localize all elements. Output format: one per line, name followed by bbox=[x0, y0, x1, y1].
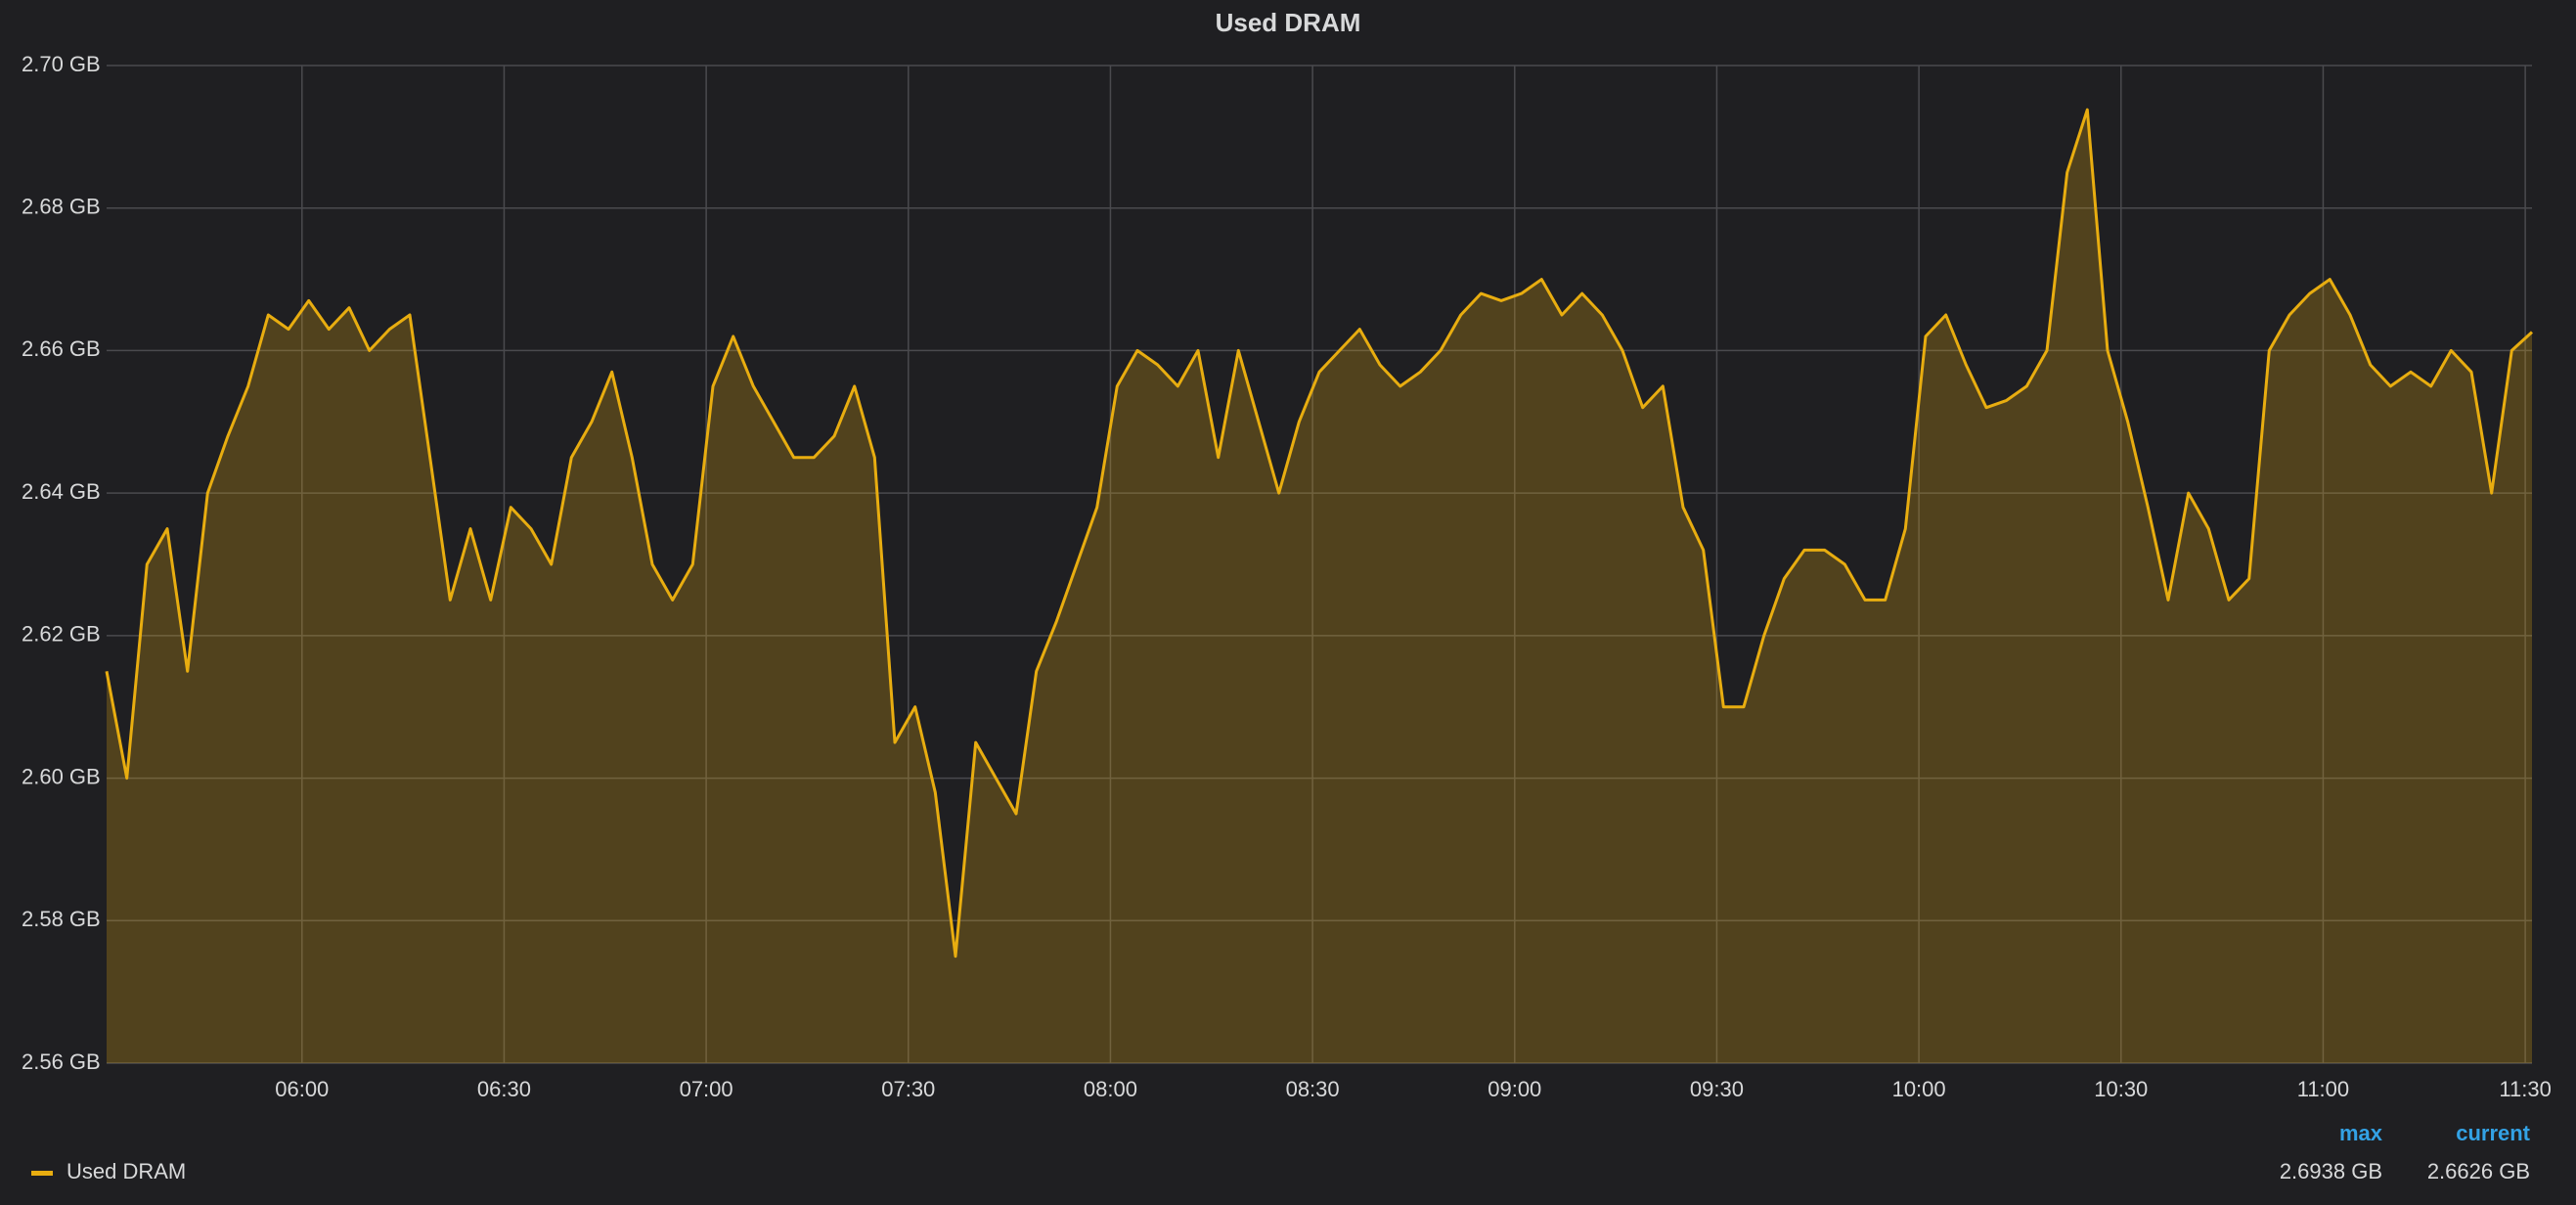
x-tick-label: 06:00 bbox=[275, 1077, 329, 1101]
y-tick-label: 2.62 GB bbox=[22, 622, 101, 647]
legend-stat-value: 2.6938 GB bbox=[2280, 1159, 2382, 1183]
legend-label: Used DRAM bbox=[67, 1159, 186, 1183]
x-tick-label: 08:30 bbox=[1286, 1077, 1340, 1101]
legend-swatch bbox=[31, 1171, 53, 1176]
y-tick-label: 2.64 GB bbox=[22, 479, 101, 504]
line bbox=[105, 108, 2534, 959]
legend-stat-header: max bbox=[2339, 1121, 2383, 1145]
x-tick-label: 09:00 bbox=[1488, 1077, 1541, 1101]
x-tick-label: 10:00 bbox=[1892, 1077, 1946, 1101]
x-tick-label: 08:00 bbox=[1084, 1077, 1137, 1101]
y-tick-label: 2.58 GB bbox=[22, 907, 101, 931]
y-tick-label: 2.66 GB bbox=[22, 336, 101, 361]
x-tick-label: 06:30 bbox=[477, 1077, 531, 1101]
legend-stat-header: current bbox=[2456, 1121, 2530, 1145]
y-tick-label: 2.56 GB bbox=[22, 1049, 101, 1074]
y-tick-label: 2.68 GB bbox=[22, 195, 101, 219]
x-tick-label: 09:30 bbox=[1690, 1077, 1744, 1101]
y-tick-label: 2.60 GB bbox=[22, 764, 101, 788]
x-tick-label: 10:30 bbox=[2094, 1077, 2148, 1101]
legend-stat-value: 2.6626 GB bbox=[2427, 1159, 2530, 1183]
chart-title: Used DRAM bbox=[1216, 8, 1361, 37]
x-tick-label: 07:30 bbox=[881, 1077, 935, 1101]
x-tick-label: 11:00 bbox=[2297, 1077, 2349, 1101]
x-tick-label: 07:00 bbox=[680, 1077, 733, 1101]
x-tick-label: 11:30 bbox=[2499, 1077, 2551, 1101]
y-tick-label: 2.70 GB bbox=[22, 52, 101, 76]
